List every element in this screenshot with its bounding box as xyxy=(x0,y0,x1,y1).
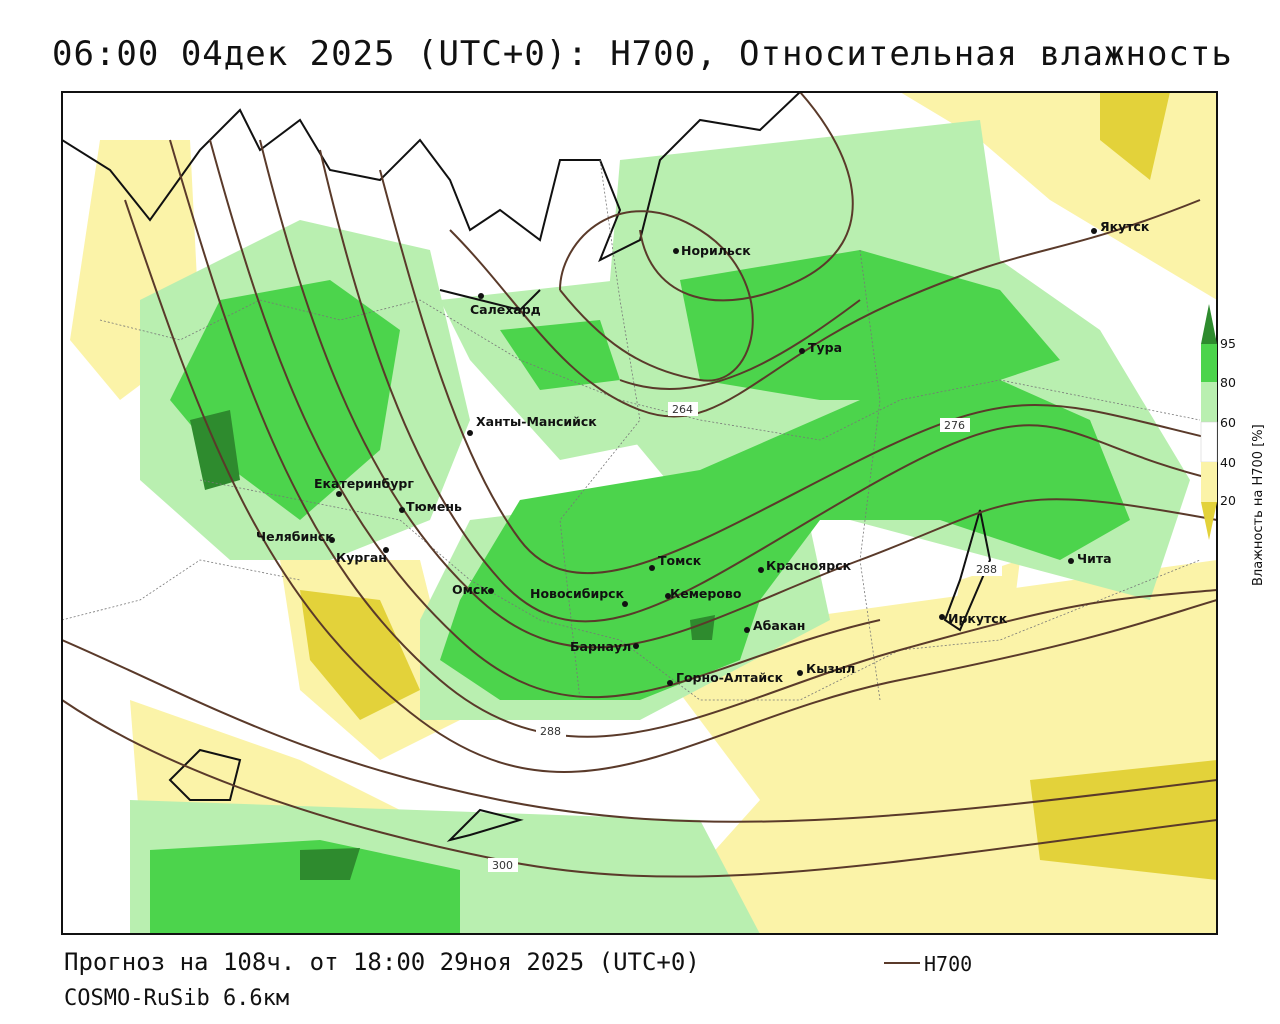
cities: Норильск Якутск Салехард Тура Ханты-Манс… xyxy=(256,219,1150,686)
city-abakan: Абакан xyxy=(753,618,805,633)
city-khanty-mansiysk: Ханты-Мансийск xyxy=(476,414,597,429)
city-omsk: Омск xyxy=(452,582,489,597)
contour-label-264: 264 xyxy=(672,403,693,416)
colorbar: 95 80 60 40 20 Влажность на H700 [%] xyxy=(1200,304,1266,586)
city-tomsk: Томск xyxy=(658,553,702,568)
humidity-field xyxy=(62,92,1217,934)
colorbar-tick-20: 20 xyxy=(1220,493,1236,508)
contour-label-300: 300 xyxy=(492,859,513,872)
city-barnaul: Барнаул xyxy=(570,639,631,654)
forecast-info: Прогноз на 108ч. от 18:00 29ноя 2025 (UT… xyxy=(64,948,700,976)
contour-label-288: 288 xyxy=(540,725,561,738)
city-yekaterinburg: Екатеринбург xyxy=(314,476,414,491)
contour-legend-label: H700 xyxy=(924,952,973,976)
map-frame xyxy=(61,91,1218,935)
colorbar-tick-80: 80 xyxy=(1220,375,1236,390)
contour-label-288-east: 288 xyxy=(976,563,997,576)
city-kemerovo: Кемерово xyxy=(670,586,742,601)
city-kurgan: Курган xyxy=(336,550,387,565)
colorbar-label: Влажность на H700 [%] xyxy=(1251,424,1266,586)
model-name: COSMO-RuSib 6.6км xyxy=(64,986,290,1011)
map-title: 06:00 04дек 2025 (UTC+0): H700, Относите… xyxy=(52,34,1233,74)
coastlines xyxy=(62,92,992,842)
city-kyzyl: Кызыл xyxy=(806,661,855,676)
city-krasnoyarsk: Красноярск xyxy=(766,558,852,573)
city-chelyabinsk: Челябинск xyxy=(256,529,334,544)
city-novosibirsk: Новосибирск xyxy=(530,586,625,601)
city-chita: Чита xyxy=(1077,551,1112,566)
city-irkutsk: Иркутск xyxy=(948,611,1008,626)
city-yakutsk: Якутск xyxy=(1100,219,1150,234)
city-norilsk: Норильск xyxy=(681,243,751,258)
colorbar-tick-95: 95 xyxy=(1220,336,1236,351)
colorbar-tick-60: 60 xyxy=(1220,415,1236,430)
city-tyumen: Тюмень xyxy=(406,499,462,514)
colorbar-tick-40: 40 xyxy=(1220,455,1236,470)
city-gorno-altaysk: Горно-Алтайск xyxy=(676,670,784,685)
city-salekhard: Салехард xyxy=(470,302,541,317)
contour-label-276: 276 xyxy=(944,419,965,432)
contour-labels: 264 276 288 288 300 xyxy=(488,402,1002,872)
contour-legend-line xyxy=(884,962,920,964)
city-tura: Тура xyxy=(808,340,842,355)
